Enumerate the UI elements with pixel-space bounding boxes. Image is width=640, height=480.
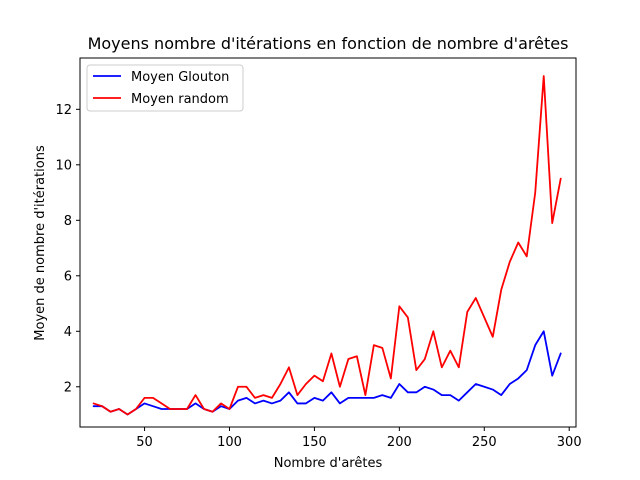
y-axis-ticks: 2 4 6 8 10 12 — [55, 103, 80, 395]
y-tick-label: 8 — [64, 214, 72, 229]
series-line-glouton — [92, 330, 562, 416]
y-tick-label: 10 — [55, 158, 72, 173]
legend-label-glouton: Moyen Glouton — [131, 70, 229, 85]
x-tick-label: 150 — [302, 435, 327, 450]
chart-title: Moyens nombre d'itérations en fonction d… — [88, 34, 569, 53]
y-axis-label: Moyen de nombre d'itérations — [33, 145, 48, 341]
x-tick-label: 200 — [387, 435, 412, 450]
y-tick-label: 6 — [64, 269, 72, 284]
x-axis-label: Nombre d'arêtes — [274, 456, 383, 471]
plot-area — [79, 57, 577, 428]
x-tick-label: 100 — [217, 435, 242, 450]
y-tick-label: 2 — [64, 380, 72, 395]
legend-box — [86, 64, 244, 112]
y-tick-label: 4 — [64, 325, 72, 340]
legend: Moyen Glouton Moyen random — [86, 64, 244, 112]
series-line-random — [92, 75, 562, 416]
legend-label-random: Moyen random — [131, 92, 229, 107]
x-tick-label: 250 — [472, 435, 497, 450]
y-tick-label: 12 — [55, 103, 72, 118]
series-layer — [92, 75, 562, 416]
x-axis-ticks: 50 100 150 200 250 300 — [136, 427, 582, 450]
x-tick-label: 50 — [136, 435, 153, 450]
x-tick-label: 300 — [557, 435, 582, 450]
